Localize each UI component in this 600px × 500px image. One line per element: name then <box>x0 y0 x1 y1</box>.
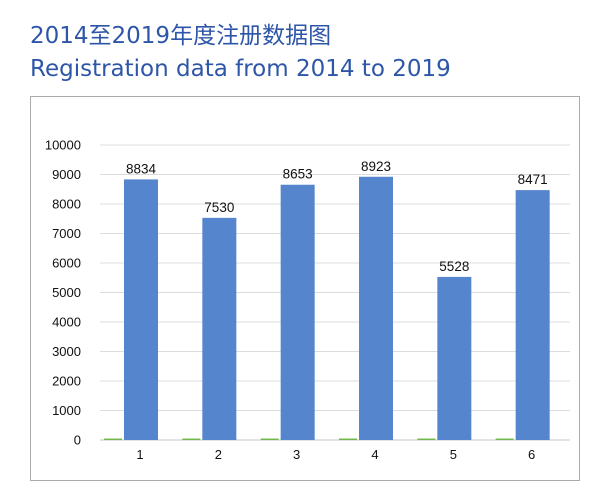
y-tick-label: 5000 <box>52 285 81 300</box>
bar <box>124 179 158 440</box>
y-tick-label: 4000 <box>52 315 81 330</box>
bar-series-2 <box>339 438 357 440</box>
y-tick-label: 8000 <box>52 197 81 212</box>
x-tick-label: 4 <box>371 447 378 462</box>
bar-series-2 <box>104 438 122 440</box>
bar-data-label: 8834 <box>126 161 157 176</box>
chart-title-en: Registration data from 2014 to 2019 <box>30 56 451 82</box>
bar-data-label: 8923 <box>361 159 391 174</box>
y-tick-label: 7000 <box>52 226 81 241</box>
bars <box>104 176 550 441</box>
bar <box>437 276 472 440</box>
bar-data-label: 7530 <box>204 200 234 215</box>
bar-data-label: 5528 <box>439 259 469 274</box>
bar <box>359 176 393 441</box>
y-tick-label: 2000 <box>52 374 81 389</box>
chart-title-zh: 2014至2019年度注册数据图 <box>30 23 332 49</box>
x-tick-label: 6 <box>528 447 535 462</box>
bar-data-label: 8471 <box>518 172 548 187</box>
x-tick-label: 2 <box>215 447 222 462</box>
data-labels: 8834 7530 8653 8923 5528 8471 <box>126 159 548 274</box>
gridlines <box>100 144 570 441</box>
bar-series-2 <box>417 438 436 440</box>
x-tick-label: 1 <box>136 447 143 462</box>
x-tick-label: 3 <box>293 447 300 462</box>
bar <box>280 184 315 440</box>
y-tick-label: 9000 <box>52 167 81 182</box>
y-tick-label: 0 <box>74 433 81 448</box>
bar-data-label: 8653 <box>283 167 313 182</box>
bar-series-2 <box>495 438 514 440</box>
x-axis-tick-labels: 1 2 3 4 5 6 <box>136 447 535 462</box>
y-tick-label: 6000 <box>52 256 81 271</box>
x-tick-label: 5 <box>450 447 457 462</box>
bar-series-2 <box>260 438 279 440</box>
y-tick-label: 3000 <box>52 344 81 359</box>
bar <box>515 190 550 440</box>
y-tick-label: 10000 <box>45 138 81 153</box>
bar <box>202 217 237 440</box>
y-tick-label: 1000 <box>52 403 81 418</box>
y-axis-tick-labels: 0 1000 2000 3000 4000 5000 6000 7000 8000 9000 100… <box>45 138 81 448</box>
bar-series-2 <box>182 438 201 440</box>
